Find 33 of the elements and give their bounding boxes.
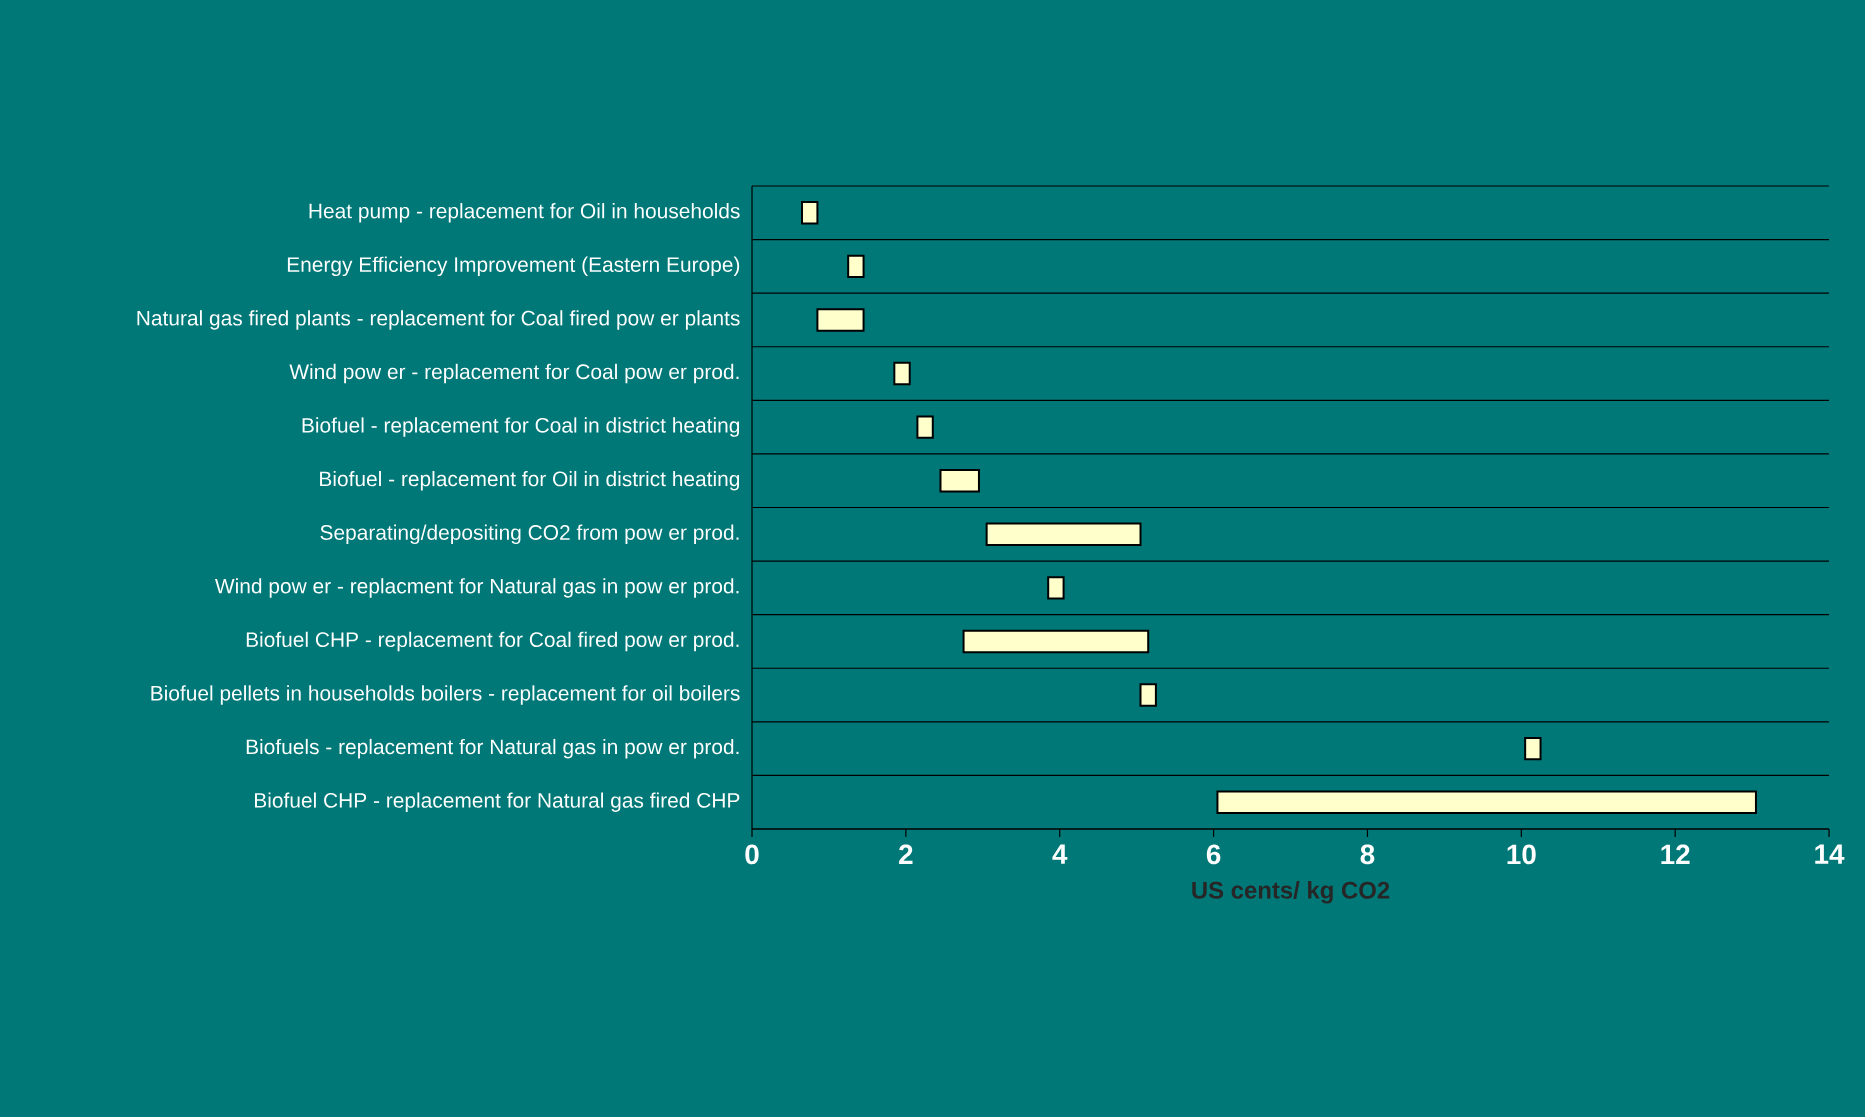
bar — [1047, 576, 1065, 600]
y-tick-label: Wind pow er - replacment for Natural gas in pow er prod. — [214, 578, 739, 598]
x-tick-label: 6 — [1206, 844, 1221, 865]
y-tick-label: Biofuel CHP - replacement for Coal fired pow er prod. — [246, 631, 739, 652]
x-tick-label: 10 — [1507, 844, 1536, 865]
bar — [816, 308, 865, 332]
x-tick-label: 4 — [1052, 844, 1068, 864]
y-tick-label: Biofuels - replacement for Natural gas in pow er prod. — [246, 738, 739, 759]
x-tick-label: 8 — [1360, 844, 1375, 865]
bar — [939, 468, 980, 493]
bar — [1139, 683, 1157, 707]
y-tick-label: Biofuel CHP - replacement for Natural gas fired CHP — [254, 792, 740, 812]
y-tick-label: Biofuel - replacement for Coal in district heating — [302, 417, 740, 437]
y-tick-label: Natural gas fired plants - replacement for Coal fired pow er plants — [137, 310, 740, 330]
y-tick-label: Separating/depositing CO2 from pow er prod. — [320, 524, 739, 545]
bar — [962, 629, 1150, 654]
x-tick-label: 14 — [1815, 844, 1845, 864]
y-tick-label: Energy Efficiency Improvement (Eastern Europe) — [287, 256, 740, 277]
bar — [1524, 736, 1542, 761]
y-tick-label: Heat pump - replacement for Oil in households — [309, 203, 740, 223]
bar — [1216, 790, 1757, 814]
y-tick-label: Wind pow er - replacement for Coal pow er prod. — [289, 363, 739, 384]
x-axis-title: US cents/ kg CO2 — [1192, 881, 1390, 904]
x-tick-label: 0 — [745, 844, 759, 865]
y-tick-label: Biofuel - replacement for Oil in district heating — [320, 470, 740, 491]
bar — [801, 201, 819, 225]
y-tick-label: Biofuel pellets in households boilers - replacement for oil boilers — [151, 685, 740, 705]
x-tick-label: 2 — [899, 844, 913, 864]
bar — [916, 415, 934, 439]
bar — [847, 254, 865, 279]
bar — [893, 361, 911, 386]
bar — [985, 522, 1142, 546]
x-tick-label: 12 — [1661, 844, 1690, 864]
